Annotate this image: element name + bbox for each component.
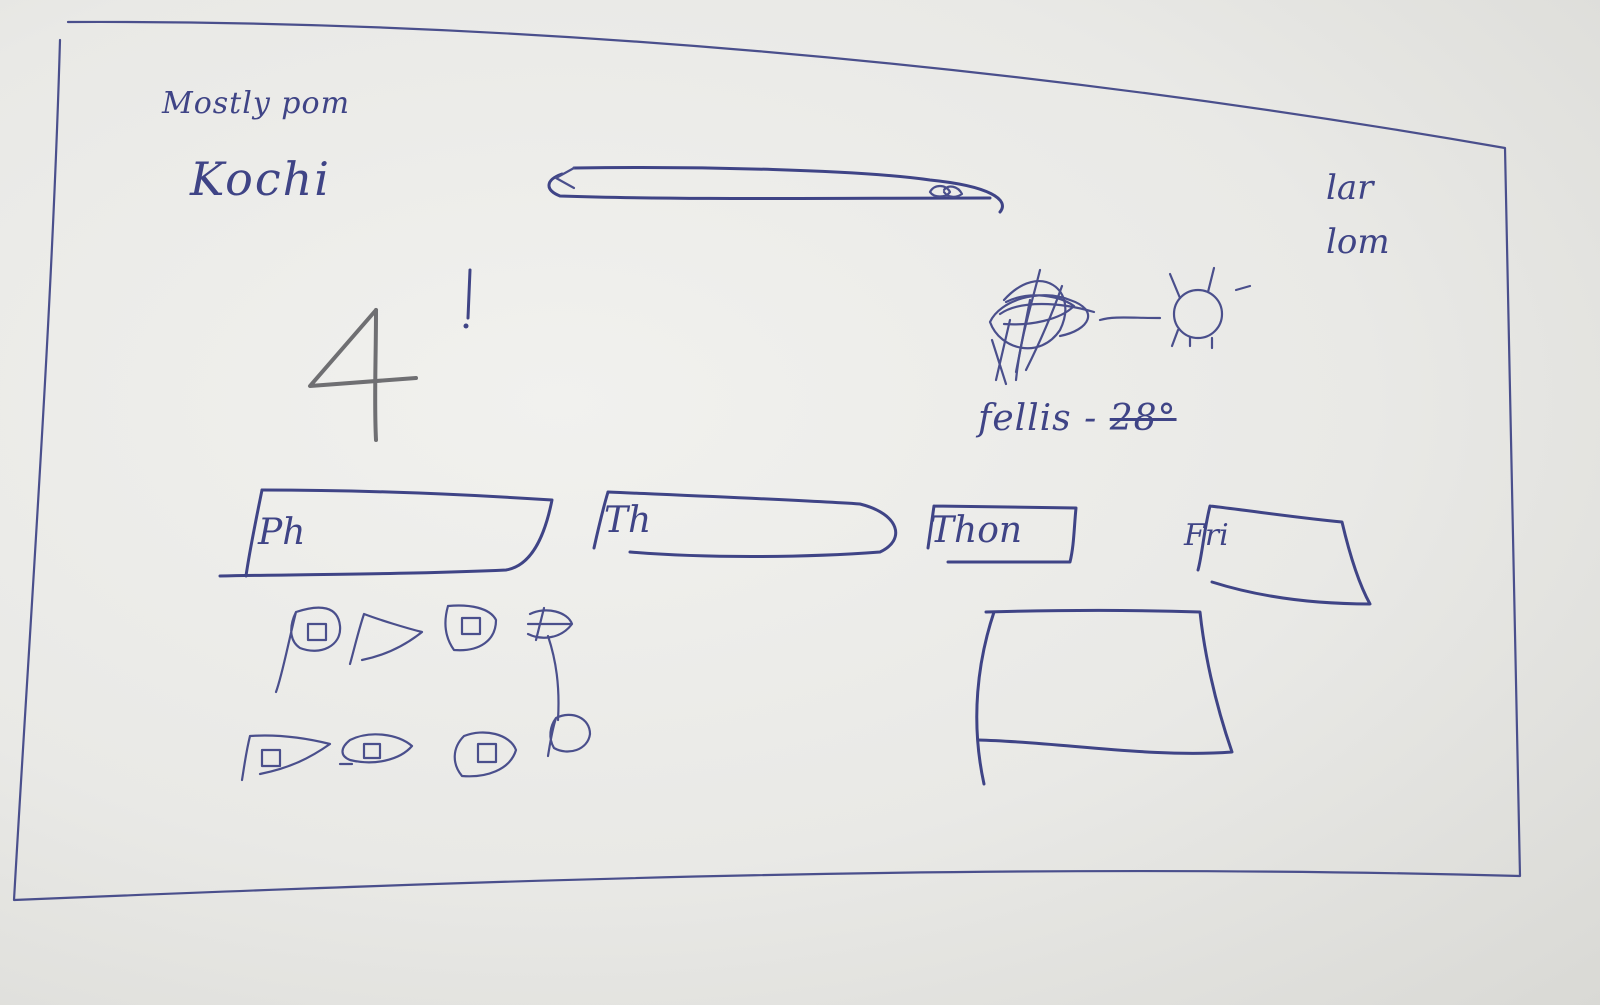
location-title: Kochi [190,152,331,206]
grid-icon-5[interactable] [240,734,332,782]
grid-icon-7[interactable] [453,731,518,778]
content-card[interactable] [975,609,1234,786]
weather-summary: fellis - 28° [978,398,1177,439]
sun-icon [1168,266,1252,350]
weather-description: fellis [978,398,1072,439]
tab-4-label[interactable]: Fri [1184,518,1229,553]
tab-1-label[interactable]: Ph [258,512,306,553]
grid-icon-2[interactable] [348,612,424,666]
grid-icon-1[interactable] [274,606,342,694]
tab-1[interactable] [218,488,554,578]
top-right-link-2[interactable]: lom [1326,222,1390,262]
grid-icon-3[interactable] [444,604,498,652]
tab-3[interactable] [926,504,1078,564]
weather-illustration [988,268,1162,386]
tab-2-label[interactable]: Th [604,500,652,541]
search-bar[interactable] [547,166,1004,214]
grid-icon-8[interactable] [546,713,592,758]
tab-2[interactable] [592,490,898,558]
tab-3-label[interactable]: Thon [930,510,1023,551]
page-frame [12,20,1522,902]
search-icon[interactable] [928,184,964,198]
hero-number [308,308,418,442]
grid-icon-4[interactable] [526,606,574,722]
tab-4[interactable] [1196,504,1372,606]
weather-temperature: 28° [1109,398,1177,439]
location-subtitle: Mostly pom [162,86,351,121]
icon-grid [240,604,592,782]
grid-icon-6[interactable] [338,733,414,766]
top-right-link-1[interactable]: lar [1326,168,1374,208]
hero-mark [463,268,472,329]
